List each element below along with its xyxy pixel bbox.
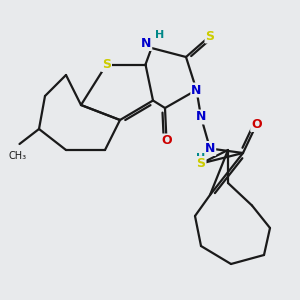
Text: N: N	[205, 142, 215, 155]
Text: S: S	[206, 29, 214, 43]
Text: N: N	[196, 110, 206, 124]
Text: S: S	[196, 157, 206, 170]
Text: H: H	[155, 30, 164, 40]
Text: S: S	[102, 58, 111, 71]
Text: N: N	[141, 37, 151, 50]
Text: N: N	[191, 83, 202, 97]
Text: H: H	[196, 153, 206, 163]
Text: O: O	[161, 134, 172, 148]
Text: O: O	[251, 118, 262, 131]
Text: CH₃: CH₃	[9, 151, 27, 160]
